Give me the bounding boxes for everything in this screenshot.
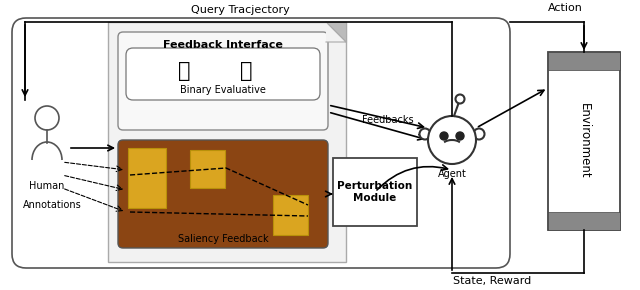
Bar <box>548 52 620 70</box>
Text: Saliency Feedback: Saliency Feedback <box>178 234 268 244</box>
Circle shape <box>440 132 448 140</box>
Circle shape <box>35 106 59 130</box>
Bar <box>273 195 308 235</box>
Text: Query Tracjectory: Query Tracjectory <box>191 5 289 15</box>
Text: Action: Action <box>548 3 582 13</box>
Polygon shape <box>326 22 346 42</box>
Circle shape <box>456 132 464 140</box>
Bar <box>128 148 166 208</box>
FancyBboxPatch shape <box>118 140 328 248</box>
Text: State, Reward: State, Reward <box>453 276 531 286</box>
Bar <box>548 52 620 230</box>
Text: 👎: 👎 <box>240 61 252 81</box>
FancyBboxPatch shape <box>118 32 328 130</box>
Text: Agent: Agent <box>438 169 467 179</box>
Polygon shape <box>326 22 346 42</box>
Text: Perturbation
Module: Perturbation Module <box>337 181 413 203</box>
Circle shape <box>474 128 484 139</box>
FancyBboxPatch shape <box>126 48 320 100</box>
Bar <box>190 150 225 188</box>
Bar <box>548 212 620 230</box>
Text: Annotations: Annotations <box>22 200 81 210</box>
Circle shape <box>419 128 431 139</box>
Text: Feedbacks: Feedbacks <box>362 115 414 125</box>
Text: Environment: Environment <box>577 103 591 179</box>
Text: Human: Human <box>29 181 65 191</box>
Text: 👍: 👍 <box>178 61 190 81</box>
Circle shape <box>456 95 465 104</box>
Circle shape <box>428 116 476 164</box>
Bar <box>108 22 346 262</box>
Text: Binary Evaluative: Binary Evaluative <box>180 85 266 95</box>
Bar <box>333 158 417 226</box>
Text: Feedback Interface: Feedback Interface <box>163 40 283 50</box>
